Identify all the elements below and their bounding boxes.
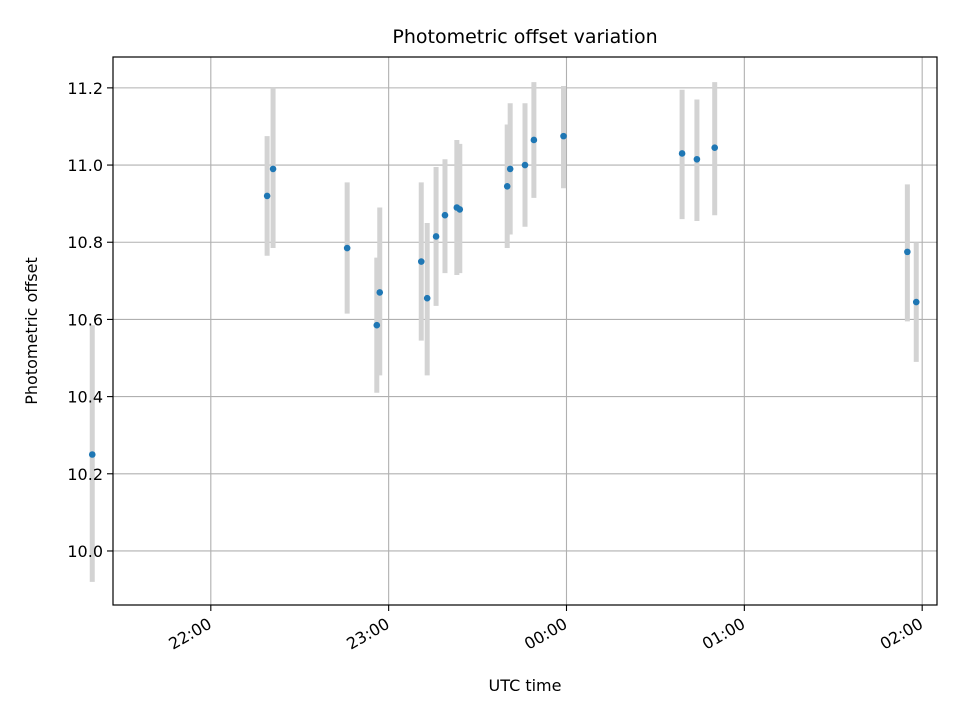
x-axis-label: UTC time — [489, 676, 562, 695]
data-point — [432, 233, 440, 240]
data-points — [88, 132, 920, 458]
plot-area-frame — [112, 56, 938, 606]
data-point — [376, 289, 384, 296]
y-tick-label: 10.8 — [67, 233, 103, 252]
y-tick-label: 11.0 — [67, 156, 103, 175]
y-tick-label: 10.6 — [67, 310, 103, 329]
data-point — [560, 132, 567, 140]
y-axis-label: Photometric offset — [22, 257, 41, 405]
chart-title: Photometric offset variation — [392, 26, 657, 48]
data-point — [530, 136, 538, 144]
data-point — [693, 155, 701, 163]
data-point — [343, 244, 351, 252]
y-tick-label: 10.4 — [67, 388, 103, 407]
data-point — [373, 321, 381, 329]
data-point — [904, 248, 911, 256]
data-point — [506, 165, 514, 173]
y-tick-label: 10.0 — [67, 542, 103, 561]
y-tick-label: 10.2 — [67, 465, 103, 484]
data-point — [912, 298, 920, 306]
data-point — [441, 211, 449, 219]
data-point — [456, 206, 464, 213]
data-point — [263, 192, 271, 200]
data-point — [521, 161, 529, 169]
data-point — [711, 144, 718, 151]
data-point — [269, 165, 277, 173]
data-point — [417, 258, 425, 265]
data-point — [88, 451, 96, 458]
grid-lines — [113, 57, 937, 605]
data-point — [678, 150, 686, 157]
y-axis-ticks: 10.0 10.2 10.4 10.6 10.8 11.0 11.2 — [67, 79, 113, 561]
y-tick-label: 11.2 — [67, 79, 103, 98]
data-point — [503, 182, 511, 190]
data-point — [423, 294, 431, 302]
